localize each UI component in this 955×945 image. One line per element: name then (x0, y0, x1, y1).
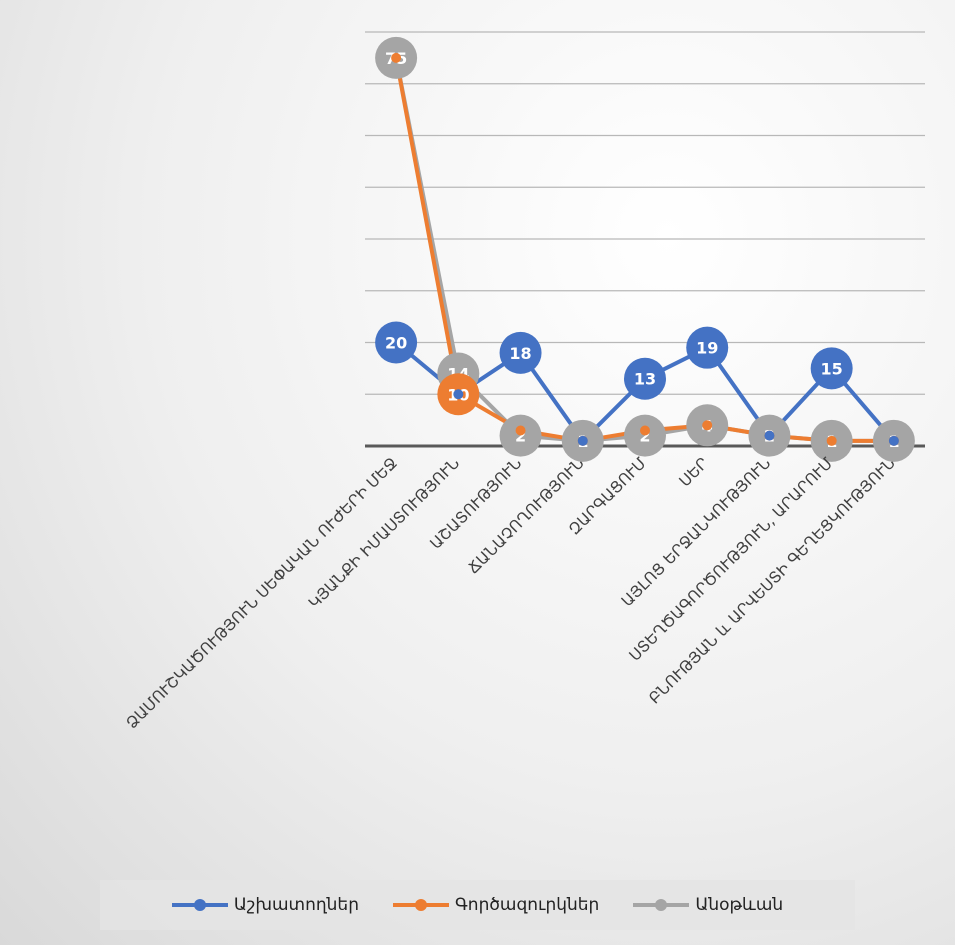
data-point (577, 435, 588, 446)
data-label: 20 (385, 334, 407, 353)
legend-swatch (633, 899, 690, 911)
x-tick-label: ԲՆՈՒԹՅԱՆ և ԱՐՎԵՍՏԻ ԳԵՂԵՑԿՈՒԹՅՈՒՆ (645, 454, 898, 707)
data-point (499, 414, 542, 457)
data-point (810, 347, 853, 390)
legend-marker (414, 899, 427, 911)
data-point (515, 425, 526, 436)
x-tick-label: ՍԵՐ (676, 454, 712, 490)
legend-label: Անօթևան (695, 895, 784, 915)
data-point (624, 414, 666, 457)
legend-item: Գործազուրկներ (392, 895, 600, 915)
data-point (686, 326, 729, 369)
legend-swatch (171, 899, 228, 911)
x-tick-label: ՁԱՄՈՒՇԿԱԾՈՒԹՅՈՒՆ ՍԵՓԱԿԱՆ ՈՒԺԵՐԻ ՄԵՋ (123, 454, 401, 732)
legend-label: Աշխատողներ (233, 895, 359, 915)
chart-legend: Աշխատողներ Գործազուրկներ Անօթևան (100, 880, 855, 930)
data-point (453, 389, 464, 400)
data-label: 18 (509, 344, 531, 363)
data-point (624, 357, 666, 400)
data-point (702, 420, 713, 431)
data-point (391, 52, 402, 63)
data-label: 13 (634, 370, 656, 389)
data-point (640, 425, 650, 436)
data-point (375, 321, 418, 364)
legend-label: Գործազուրկներ (454, 895, 600, 915)
data-label: 15 (821, 359, 843, 378)
data-point (826, 435, 837, 446)
legend-item: Անօթևան (633, 895, 783, 915)
legend-marker (655, 899, 668, 911)
legend-marker (193, 899, 206, 911)
x-tick-label: ՃԱՆԱՉՈՂՈՒԹՅՈՒՆ (464, 454, 587, 577)
legend-item: Աշխատողներ (171, 895, 359, 915)
legend-swatch (392, 899, 449, 911)
data-label: 19 (696, 339, 718, 358)
data-point (499, 331, 542, 374)
data-point (764, 430, 775, 441)
data-point (888, 435, 899, 446)
data-label: 2 (639, 427, 650, 446)
data-label: 2 (515, 427, 526, 446)
